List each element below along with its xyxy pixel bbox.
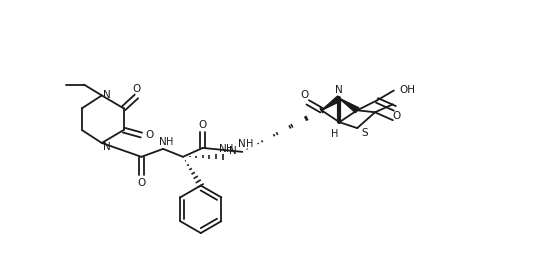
Text: N: N [103,90,110,101]
Text: O: O [199,120,207,130]
Text: H: H [166,137,174,147]
Text: N: N [219,144,226,154]
Text: S: S [362,128,369,138]
Polygon shape [339,98,359,113]
Text: O: O [393,111,401,121]
Text: O: O [145,130,153,140]
Text: N: N [229,146,236,156]
Text: H: H [226,144,233,154]
Text: H: H [331,129,338,139]
Text: H: H [246,139,253,149]
Text: OH: OH [400,86,416,96]
Text: N: N [159,137,167,147]
Text: N: N [336,86,343,96]
Text: O: O [132,83,140,94]
Text: N: N [103,142,110,152]
Text: O: O [301,90,309,101]
Polygon shape [321,96,341,110]
Text: O: O [137,178,145,188]
Text: N: N [239,139,246,149]
